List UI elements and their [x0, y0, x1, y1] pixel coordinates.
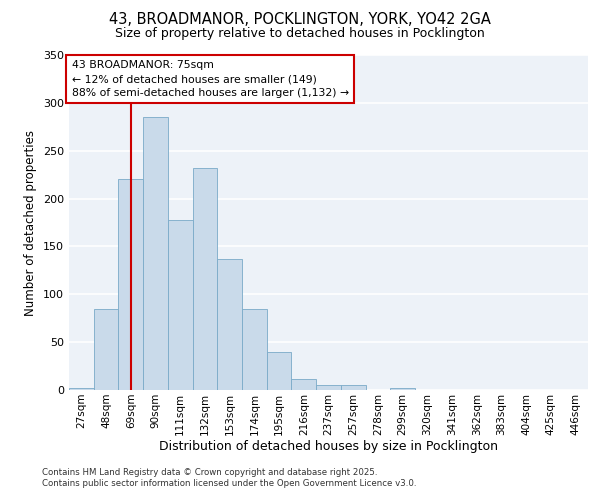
Bar	[118, 180, 143, 390]
Bar	[168, 220, 193, 390]
Bar	[316, 385, 341, 390]
Text: Contains HM Land Registry data © Crown copyright and database right 2025.
Contai: Contains HM Land Registry data © Crown c…	[42, 468, 416, 487]
Text: Size of property relative to detached houses in Pocklington: Size of property relative to detached ho…	[115, 28, 485, 40]
Bar	[143, 117, 168, 390]
Text: 43, BROADMANOR, POCKLINGTON, YORK, YO42 2GA: 43, BROADMANOR, POCKLINGTON, YORK, YO42 …	[109, 12, 491, 28]
Bar	[69, 388, 94, 390]
Bar	[217, 259, 242, 390]
Bar	[94, 308, 118, 390]
Bar	[242, 308, 267, 390]
Bar	[193, 168, 217, 390]
Bar	[267, 352, 292, 390]
Text: 43 BROADMANOR: 75sqm
← 12% of detached houses are smaller (149)
88% of semi-deta: 43 BROADMANOR: 75sqm ← 12% of detached h…	[71, 60, 349, 98]
Bar	[390, 388, 415, 390]
Bar	[341, 385, 365, 390]
Y-axis label: Number of detached properties: Number of detached properties	[25, 130, 37, 316]
Bar	[292, 378, 316, 390]
X-axis label: Distribution of detached houses by size in Pocklington: Distribution of detached houses by size …	[159, 440, 498, 454]
